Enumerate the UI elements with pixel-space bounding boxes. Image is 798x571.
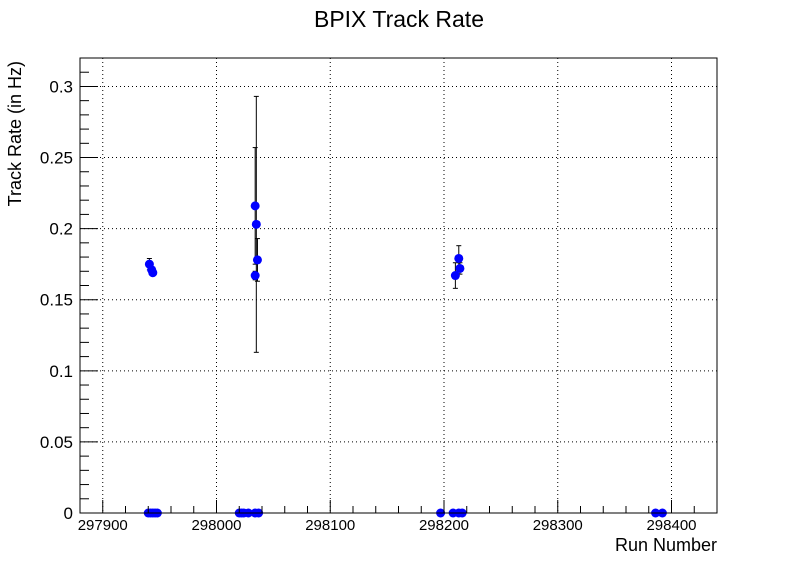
errorbar-layer: [146, 95, 463, 353]
data-point: [250, 201, 260, 211]
x-tick-label: 298000: [191, 517, 241, 534]
data-point: [455, 263, 465, 273]
y-axis-label-wrap: Track Rate (in Hz): [3, 59, 27, 209]
y-tick-label: 0.3: [49, 77, 73, 96]
x-tick-label: 298400: [646, 517, 696, 534]
x-tick-label: 298100: [305, 517, 355, 534]
grid-layer: [80, 58, 717, 513]
y-tick-label: 0.25: [40, 149, 73, 168]
data-point: [251, 219, 261, 229]
data-point: [454, 253, 464, 263]
y-tick-label: 0.05: [40, 433, 73, 452]
plot-frame: [79, 57, 718, 514]
tick-layer: [79, 57, 718, 514]
tick-label-layer: 297900 298000 298100 298200 298300 298400 0 0.0…: [40, 77, 697, 534]
y-tick-label: 0: [64, 504, 73, 523]
data-point: [148, 268, 158, 278]
y-tick-label: 0.1: [49, 362, 73, 381]
x-tick-label: 298200: [419, 517, 469, 534]
marker-layer: [143, 201, 667, 518]
data-point: [450, 271, 460, 281]
data-point: [250, 271, 260, 281]
y-tick-label: 0.2: [49, 220, 73, 239]
y-tick-label: 0.15: [40, 291, 73, 310]
x-axis-label: Run Number: [614, 535, 717, 555]
data-point: [252, 255, 262, 265]
chart-title: BPIX Track Rate: [313, 6, 484, 32]
y-axis-label: Track Rate (in Hz): [4, 61, 25, 207]
x-tick-label: 298300: [533, 517, 583, 534]
x-tick-label: 297900: [78, 517, 128, 534]
